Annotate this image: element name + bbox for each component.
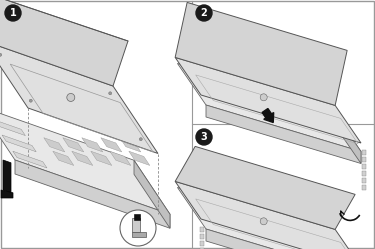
Polygon shape xyxy=(134,214,140,220)
Polygon shape xyxy=(0,106,170,214)
Circle shape xyxy=(139,138,142,141)
Polygon shape xyxy=(332,234,361,249)
Polygon shape xyxy=(1,190,13,198)
Circle shape xyxy=(109,92,112,95)
Bar xyxy=(362,164,366,169)
Bar xyxy=(362,178,366,183)
Circle shape xyxy=(196,5,212,21)
Bar xyxy=(200,248,204,249)
Bar xyxy=(362,149,366,154)
Circle shape xyxy=(260,94,267,101)
Circle shape xyxy=(5,5,21,21)
Polygon shape xyxy=(2,135,36,152)
Circle shape xyxy=(0,53,2,56)
Circle shape xyxy=(260,218,267,225)
Circle shape xyxy=(196,129,212,145)
Polygon shape xyxy=(175,2,347,105)
Polygon shape xyxy=(332,110,361,164)
Polygon shape xyxy=(0,0,128,86)
Polygon shape xyxy=(175,146,355,229)
Polygon shape xyxy=(13,151,47,168)
Polygon shape xyxy=(177,187,361,249)
Polygon shape xyxy=(3,160,11,193)
FancyArrow shape xyxy=(262,109,274,123)
Polygon shape xyxy=(91,151,112,165)
Polygon shape xyxy=(206,229,361,249)
Circle shape xyxy=(29,99,32,102)
Polygon shape xyxy=(44,138,65,152)
Bar xyxy=(362,185,366,189)
Circle shape xyxy=(120,210,156,246)
Polygon shape xyxy=(72,151,93,165)
Bar xyxy=(362,171,366,176)
Bar xyxy=(200,227,204,232)
Polygon shape xyxy=(129,151,150,165)
Polygon shape xyxy=(206,105,361,164)
Bar xyxy=(132,232,146,237)
Polygon shape xyxy=(15,160,170,228)
Circle shape xyxy=(67,93,75,101)
Polygon shape xyxy=(63,138,84,152)
Text: 3: 3 xyxy=(201,132,207,142)
Polygon shape xyxy=(53,151,74,165)
Text: 2: 2 xyxy=(201,8,207,18)
Text: 1: 1 xyxy=(10,8,16,18)
Bar xyxy=(132,218,140,232)
Polygon shape xyxy=(0,41,158,153)
Polygon shape xyxy=(175,182,361,249)
Polygon shape xyxy=(120,138,141,152)
Polygon shape xyxy=(110,151,131,165)
Polygon shape xyxy=(134,160,170,228)
Polygon shape xyxy=(101,138,122,152)
Polygon shape xyxy=(175,58,361,143)
Polygon shape xyxy=(0,119,26,136)
Bar xyxy=(200,234,204,239)
Bar xyxy=(200,241,204,246)
Polygon shape xyxy=(82,138,103,152)
Bar xyxy=(362,157,366,162)
Polygon shape xyxy=(177,63,361,151)
